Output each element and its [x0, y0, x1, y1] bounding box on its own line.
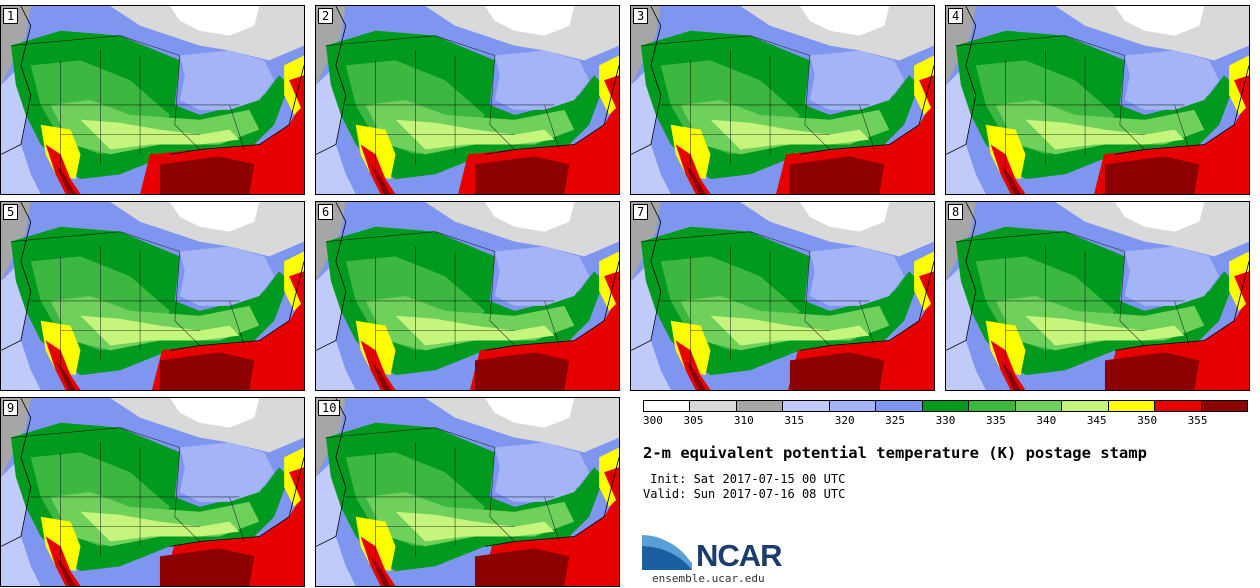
init-time: Init: Sat 2017-07-15 00 UTC	[643, 472, 846, 486]
legend-color-segment	[829, 401, 877, 411]
legend-tick-label: 300	[643, 414, 663, 427]
color-legend: 300 305 310 315 320 325 330 335 340 345 350 355	[643, 400, 1248, 430]
panel-number-label: 3	[633, 8, 649, 24]
logo-url: ensemble.ucar.edu	[652, 572, 765, 585]
chart-title: 2-m equivalent potential temperature (K)…	[643, 444, 1147, 462]
panel-number-label: 10	[318, 400, 341, 416]
panel-number-label: 9	[3, 400, 19, 416]
map-panel: 1	[0, 5, 305, 195]
legend-color-segment	[1108, 401, 1156, 411]
panel-number-label: 5	[3, 204, 19, 220]
legend-colorbar	[643, 400, 1248, 412]
legend-tick-label: 315	[784, 414, 805, 427]
map-panel: 8	[945, 201, 1250, 391]
logo-wordmark: NCAR	[696, 538, 783, 573]
map-panel: 6	[315, 201, 620, 391]
legend-color-segment	[969, 401, 1016, 411]
legend-color-segment	[1155, 401, 1202, 411]
legend-tick-label: 325	[885, 414, 906, 427]
map-panel: 2	[315, 5, 620, 195]
legend-color-segment	[1015, 401, 1063, 411]
legend-tick-label: 310	[733, 414, 754, 427]
legend-color-segment	[876, 401, 923, 411]
legend-color-segment	[922, 401, 970, 411]
legend-color-segment	[783, 401, 830, 411]
map-panel: 3	[630, 5, 935, 195]
map-panel: 4	[945, 5, 1250, 195]
legend-color-segment	[1062, 401, 1109, 411]
legend-tick-label: 355	[1187, 414, 1208, 427]
panel-number-label: 1	[3, 8, 19, 24]
valid-time: Valid: Sun 2017-07-16 08 UTC	[643, 487, 846, 501]
panel-number-label: 7	[633, 204, 649, 220]
map-panel: 5	[0, 201, 305, 391]
map-panel: 10	[315, 397, 620, 587]
ncar-swoosh-icon	[641, 533, 693, 570]
legend-tick-label: 340	[1036, 414, 1057, 427]
legend-tick-label: 320	[834, 414, 855, 427]
legend-color-segment	[690, 401, 737, 411]
map-panel: 9	[0, 397, 305, 587]
ncar-logo: NCAR ensemble.ucar.edu	[641, 532, 802, 588]
legend-tick-label: 350	[1137, 414, 1158, 427]
legend-tick-label: 305	[683, 414, 704, 427]
legend-tick-label: 335	[985, 414, 1006, 427]
legend-tick-label: 345	[1086, 414, 1107, 427]
legend-color-segment	[1201, 401, 1248, 411]
legend-color-segment	[644, 401, 691, 411]
map-panel: 7	[630, 201, 935, 391]
panel-number-label: 4	[948, 8, 964, 24]
legend-tick-label: 330	[935, 414, 956, 427]
legend-color-segment	[736, 401, 784, 411]
panel-number-label: 2	[318, 8, 334, 24]
panel-number-label: 8	[948, 204, 964, 220]
panel-number-label: 6	[318, 204, 334, 220]
